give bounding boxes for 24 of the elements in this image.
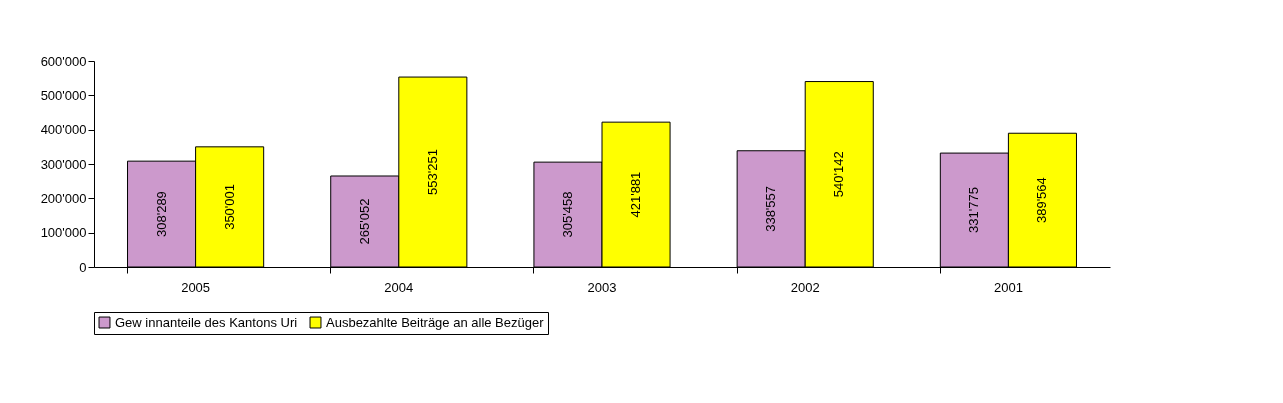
data-label: 305'458 [559,191,575,238]
data-label: 308'289 [153,191,169,238]
x-tick-label: 2003 [587,279,617,295]
y-tick-label: 200'000 [40,190,87,206]
x-tick-label: 2001 [993,279,1023,295]
data-label: 331'775 [966,187,982,233]
y-tick-label: 100'000 [40,225,87,241]
legend-label: Ausbezahlte Beiträge an alle Bezüger [326,314,545,330]
x-tick-label: 2005 [181,279,211,295]
y-tick-label: 500'000 [40,87,87,103]
data-label: 421'881 [628,171,644,218]
data-label: 389'564 [1034,177,1050,224]
data-label: 265'052 [356,198,372,245]
y-tick-label: 0 [79,259,87,275]
data-label: 338'557 [763,185,779,232]
data-label: 540'142 [831,151,847,198]
x-tick-label: 2004 [384,279,414,295]
x-tick-label: 2002 [790,279,820,295]
y-tick-label: 400'000 [40,122,87,138]
data-label: 350'001 [221,183,237,230]
y-tick-label: 600'000 [40,53,87,69]
legend-label: Gew innanteile des Kantons Uri [115,314,298,330]
data-label: 553'251 [424,149,440,195]
y-tick-label: 300'000 [40,156,87,172]
